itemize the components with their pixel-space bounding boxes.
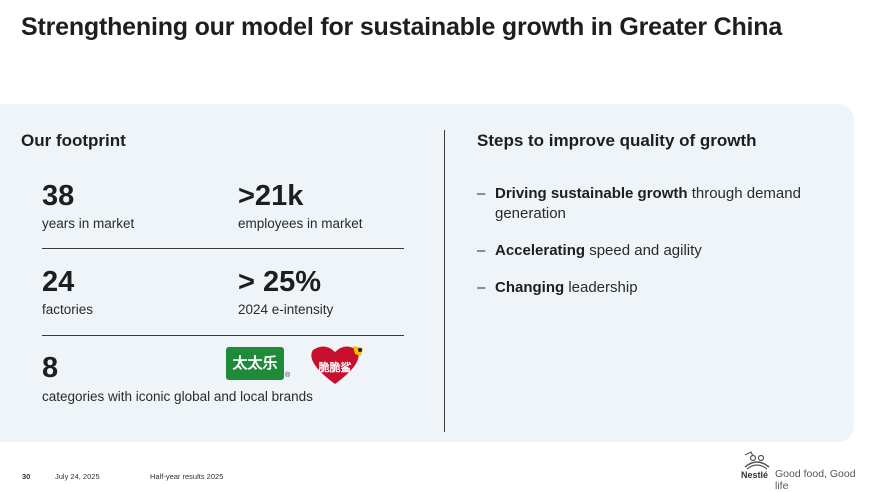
svg-text:脆脆鲨: 脆脆鲨: [318, 360, 352, 374]
brand-name: Nestlé: [741, 470, 769, 480]
step-text: leadership: [564, 279, 638, 296]
steps-heading: Steps to improve quality of growth: [477, 131, 757, 150]
stat-employees-value: >21k: [238, 180, 304, 212]
stat-eintensity-label: 2024 e-intensity: [238, 302, 334, 317]
dash-bullet: –: [477, 185, 486, 202]
footprint-heading: Our footprint: [21, 131, 126, 150]
step-text: speed and agility: [585, 242, 702, 259]
page-number: 30: [22, 472, 31, 481]
taitaile-logo: 太太乐: [226, 347, 284, 380]
stat-eintensity-value: > 25%: [238, 266, 322, 298]
stat-years-value: 38: [42, 180, 75, 212]
list-item: – Driving sustainable growth through dem…: [477, 184, 807, 224]
step-bold-text: Accelerating: [495, 242, 586, 259]
list-item: – Accelerating speed and agility: [477, 241, 807, 261]
stat-employees-label: employees in market: [238, 216, 363, 231]
dash-bullet: –: [477, 279, 486, 296]
stat-years-label: years in market: [42, 216, 135, 231]
column-divider: [444, 130, 445, 432]
divider: [42, 335, 404, 336]
steps-list: – Driving sustainable growth through dem…: [477, 184, 807, 315]
brand-tagline: Good food, Good life: [775, 468, 856, 492]
footer-date: July 24, 2025: [55, 472, 100, 481]
list-item: – Changing leadership: [477, 278, 807, 298]
stat-categories-label: categories with iconic global and local …: [42, 389, 313, 404]
stat-factories-value: 24: [42, 266, 75, 298]
step-bold-text: Changing: [495, 279, 565, 296]
taitaile-logo-text: 太太乐: [232, 354, 278, 372]
dash-bullet: –: [477, 242, 486, 259]
divider: [42, 248, 404, 249]
step-text: through demand generation: [495, 185, 801, 222]
nestle-cn-logo: 脆脆鲨: [311, 346, 363, 384]
nestle-nest-icon: [744, 451, 770, 470]
content-panel: [0, 104, 854, 442]
registered-mark: ®: [285, 372, 291, 379]
slide-title: Strengthening our model for sustainable …: [21, 13, 783, 41]
footer-report: Half-year results 2025: [150, 472, 224, 481]
step-bold-text: Driving sustainable growth: [495, 185, 688, 202]
stat-factories-label: factories: [42, 302, 94, 317]
stat-categories-value: 8: [42, 352, 59, 384]
